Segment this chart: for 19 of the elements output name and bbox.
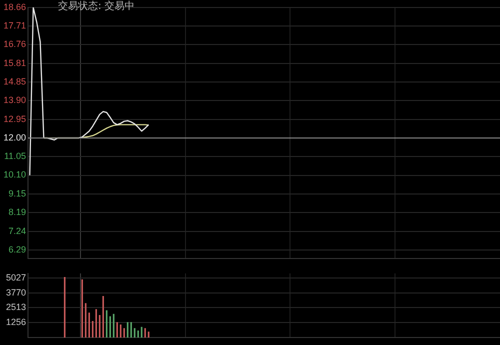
y-tick-label: 7.24 bbox=[8, 226, 26, 236]
y-tick-label: 13.90 bbox=[3, 95, 26, 106]
y-tick-label: 12.95 bbox=[3, 114, 26, 124]
y-tick-label: 6.29 bbox=[8, 244, 26, 254]
y-tick-label: 14.85 bbox=[3, 76, 26, 87]
y-tick-label: 17.71 bbox=[3, 20, 26, 31]
y-tick-label: 15.81 bbox=[3, 58, 26, 68]
y-tick-label: 16.76 bbox=[3, 39, 26, 50]
y-tick-label: 2513 bbox=[6, 302, 26, 312]
y-tick-label: 3770 bbox=[6, 287, 26, 298]
y-tick-label: 9.15 bbox=[8, 188, 26, 198]
chart-title: 交易状态: 交易中 bbox=[58, 1, 135, 13]
y-tick-label: 12.00 bbox=[3, 132, 26, 142]
y-tick-label: 8.19 bbox=[8, 207, 26, 218]
y-tick-label: 10.10 bbox=[3, 170, 26, 180]
y-tick-label: 18.66 bbox=[3, 2, 26, 12]
y-tick-label: 1256 bbox=[6, 317, 26, 328]
y-tick-label: 5027 bbox=[6, 272, 26, 282]
y-tick-label: 11.05 bbox=[4, 151, 26, 162]
